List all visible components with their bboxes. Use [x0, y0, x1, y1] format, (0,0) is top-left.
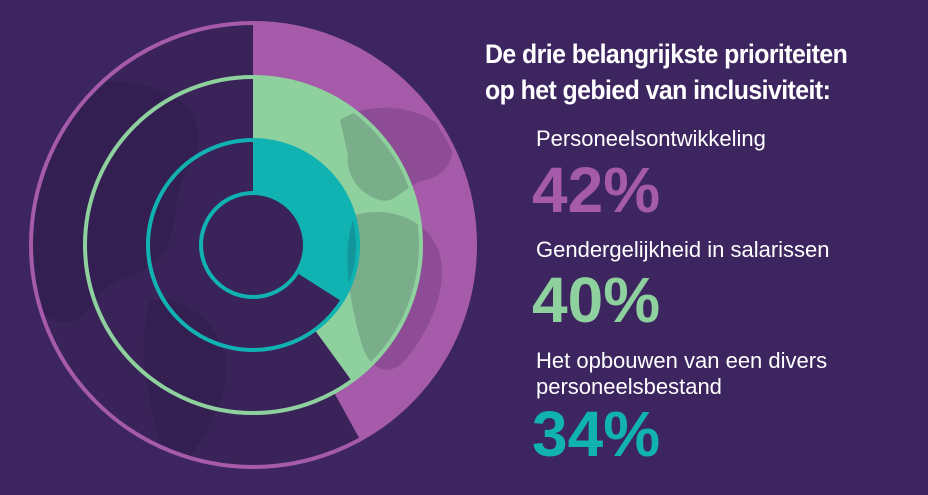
label-divers-personeelsbestand: Het opbouwen van een divers personeelsbe…	[536, 348, 828, 399]
world-map-background	[31, 81, 453, 463]
chart-segments	[31, 23, 476, 467]
center-hole	[199, 191, 307, 299]
chart-rings	[29, 21, 477, 469]
ring-outline-0	[29, 21, 477, 469]
label-gendergelijkheid: Gendergelijkheid in salarissen	[536, 237, 830, 262]
ring-outline-2	[146, 138, 360, 352]
chart-title: De drie belangrijkste prioriteiten op he…	[485, 39, 848, 105]
value-divers-personeelsbestand: 34%	[532, 398, 661, 470]
ring-outline-1	[83, 75, 423, 415]
label-personeelsontwikkeling: Personeelsontwikkeling	[536, 126, 766, 151]
value-personeelsontwikkeling: 42%	[532, 154, 661, 226]
value-gendergelijkheid: 40%	[532, 264, 661, 336]
